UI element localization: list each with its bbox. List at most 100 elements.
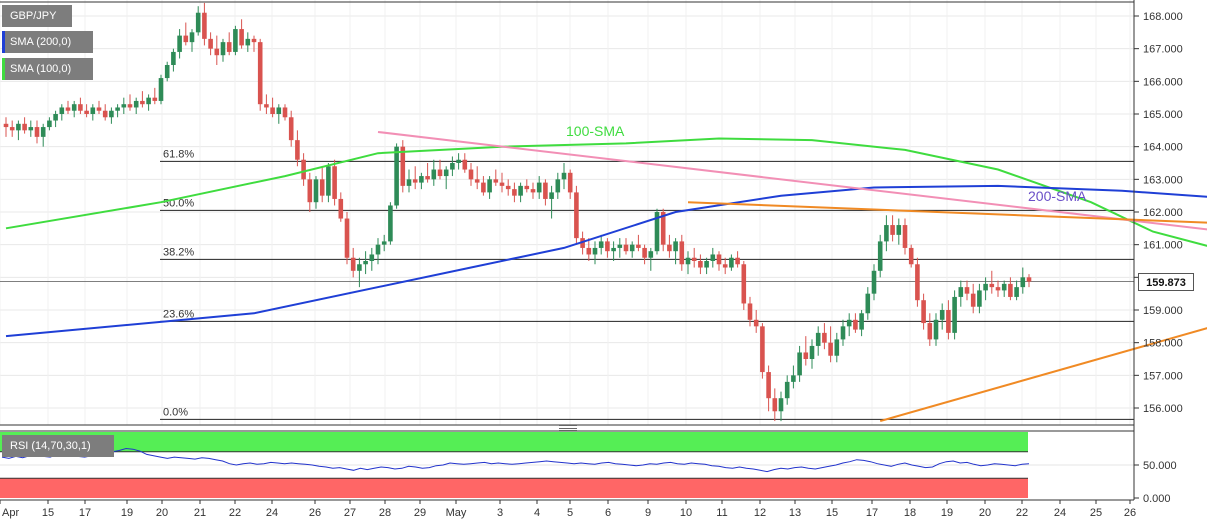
candle-body xyxy=(642,247,647,258)
candle-body xyxy=(592,247,598,255)
fib-label: 61.8% xyxy=(163,148,194,160)
moving-averages xyxy=(5,137,1207,338)
y-tick-label: 156.000 xyxy=(1143,403,1183,415)
candle-body xyxy=(760,326,765,373)
candle-body xyxy=(481,182,486,193)
candle-body xyxy=(245,38,251,46)
legend-sma100-label: SMA (100,0) xyxy=(10,63,72,75)
candle-body xyxy=(109,110,114,118)
candle-body xyxy=(685,257,691,265)
x-tick-label: 22 xyxy=(1016,507,1028,519)
candle-body xyxy=(189,32,195,43)
candle-body xyxy=(152,97,158,101)
candle-body xyxy=(667,244,672,252)
candle-body xyxy=(543,182,548,199)
sma100-annotation: 100-SMA xyxy=(566,123,625,139)
panel-splitter-handle[interactable] xyxy=(559,425,577,431)
candle-body xyxy=(462,159,468,170)
candle-body xyxy=(896,225,902,235)
candle-body xyxy=(71,104,77,111)
x-tick-label: 6 xyxy=(605,507,611,519)
candle-body xyxy=(394,146,399,206)
x-tick-label: 17 xyxy=(866,507,878,519)
candle-body xyxy=(34,127,40,137)
candle-body xyxy=(518,185,523,196)
candle-body xyxy=(338,198,344,219)
candle-body xyxy=(995,287,1001,291)
sma200-annotation: 200-SMA xyxy=(1028,188,1087,204)
legend-rsi[interactable]: RSI (14,70,30,1) xyxy=(2,435,114,457)
candle-body xyxy=(276,107,282,114)
candle-body xyxy=(431,169,437,180)
x-tick-label: 20 xyxy=(979,507,991,519)
candle-body xyxy=(140,100,145,105)
candle-body xyxy=(208,38,213,49)
candle-body xyxy=(214,48,220,56)
candle-body xyxy=(958,287,964,297)
candle-body xyxy=(933,319,939,340)
x-tick-label: 9 xyxy=(645,507,651,519)
candle-body xyxy=(580,238,585,248)
candle-body xyxy=(772,398,778,412)
candle-body xyxy=(239,29,244,46)
x-tick-label: 26 xyxy=(1124,507,1136,519)
legend-sma200[interactable]: SMA (200,0) xyxy=(2,31,93,53)
candle-body xyxy=(1020,277,1026,288)
y-tick-label: 165.000 xyxy=(1143,109,1183,121)
legend-sma100[interactable]: SMA (100,0) xyxy=(2,58,93,80)
candle-body xyxy=(96,107,102,111)
candle-body xyxy=(679,241,685,265)
candle-body xyxy=(555,179,561,193)
candle-body xyxy=(468,169,474,180)
x-tick-label: 27 xyxy=(344,507,356,519)
candle-body xyxy=(115,107,120,111)
candle-body xyxy=(257,42,263,105)
candle-body xyxy=(605,241,610,252)
candle-body xyxy=(815,332,821,346)
fibonacci-levels: 61.8%50.0%38.2%23.6%0.0% xyxy=(0,148,1134,420)
candle-body xyxy=(970,293,976,307)
candle-body xyxy=(660,212,666,245)
candle-body xyxy=(164,65,170,79)
candle-body xyxy=(493,179,499,183)
candle-body xyxy=(1001,283,1007,291)
candle-body xyxy=(406,179,412,186)
candle-body xyxy=(195,12,201,33)
candle-body xyxy=(865,293,871,314)
x-tick-label: 15 xyxy=(826,507,838,519)
candle-body xyxy=(505,185,511,190)
candle-body xyxy=(735,257,740,265)
candle-body xyxy=(146,97,151,105)
candle-body xyxy=(853,319,858,330)
candle-body xyxy=(22,123,27,131)
current-price-tag: 159.873 xyxy=(1138,273,1194,291)
candle-body xyxy=(282,107,288,118)
candle-body xyxy=(698,261,703,268)
candle-body xyxy=(766,372,771,399)
x-tick-label: 24 xyxy=(1054,507,1066,519)
candle-body xyxy=(803,352,809,359)
x-tick-label: 22 xyxy=(229,507,241,519)
y-tick-label: 166.000 xyxy=(1143,76,1183,88)
candle-body xyxy=(1026,277,1032,282)
candle-body xyxy=(902,225,908,248)
candle-body xyxy=(350,257,356,271)
candle-body xyxy=(295,140,300,160)
candle-body xyxy=(561,172,567,180)
candle-body xyxy=(598,241,604,248)
candle-body xyxy=(177,35,182,52)
rsi-y-tick-label: 50.000 xyxy=(1143,460,1177,472)
candle-body xyxy=(567,172,573,193)
candle-body xyxy=(822,332,827,343)
candle-body xyxy=(307,179,313,203)
candle-body xyxy=(1008,283,1013,297)
y-tick-label: 168.000 xyxy=(1143,11,1183,23)
candle-body xyxy=(202,12,207,39)
candle-body xyxy=(1014,287,1019,297)
candle-body xyxy=(84,110,89,114)
legend-symbol: GBP/JPY xyxy=(2,5,72,27)
sma200-line xyxy=(5,184,1207,338)
candle-body xyxy=(220,42,226,56)
x-tick-label: Apr xyxy=(2,507,19,519)
candle-body xyxy=(171,51,176,65)
